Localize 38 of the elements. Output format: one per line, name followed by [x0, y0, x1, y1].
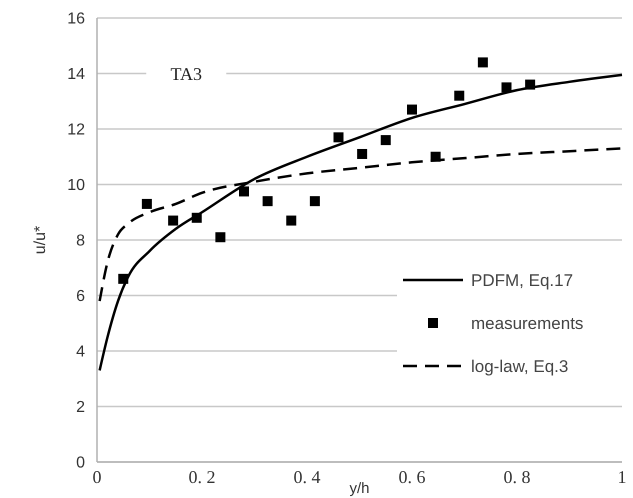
y-tick-label: 12 [67, 122, 86, 139]
point [142, 198, 152, 209]
point [380, 135, 391, 146]
point [407, 104, 417, 115]
y-tick-label: 10 [67, 177, 86, 194]
legend-label: log-law, Eq.3 [471, 356, 568, 376]
x-axis-title: y/h [349, 480, 370, 497]
point [310, 196, 320, 206]
legend-label: PDFM, Eq.17 [471, 270, 574, 290]
y-tick-label: 6 [76, 288, 86, 306]
point [286, 216, 296, 226]
point [239, 186, 249, 196]
point [192, 212, 202, 223]
annotation: TA3 [170, 64, 202, 84]
y-axis-title: u/u* [32, 226, 49, 254]
y-tick-label: 16 [67, 10, 86, 28]
legend-label: measurements [471, 314, 584, 333]
y-tick-label: 8 [76, 232, 86, 250]
x-tick-label: 0. 8 [504, 467, 530, 487]
x-tick-label: 0 [92, 467, 102, 487]
point [357, 148, 368, 159]
y-tick-label: 14 [67, 66, 86, 84]
point [334, 132, 344, 142]
y-tick-label: 2 [76, 399, 86, 416]
point [502, 82, 512, 92]
point [262, 196, 273, 206]
y-tick-label: 4 [76, 344, 86, 361]
x-tick-label: 0. 4 [294, 467, 320, 487]
point [118, 274, 128, 284]
x-tick-label: 0. 2 [188, 467, 216, 487]
point [215, 232, 226, 242]
point [454, 90, 464, 101]
point [478, 57, 488, 68]
x-tick-label: 0. 6 [398, 467, 426, 487]
point [168, 216, 178, 226]
point [525, 80, 536, 90]
y-tick-label: 0 [76, 454, 86, 472]
x-tick-label: 1 [618, 467, 626, 487]
